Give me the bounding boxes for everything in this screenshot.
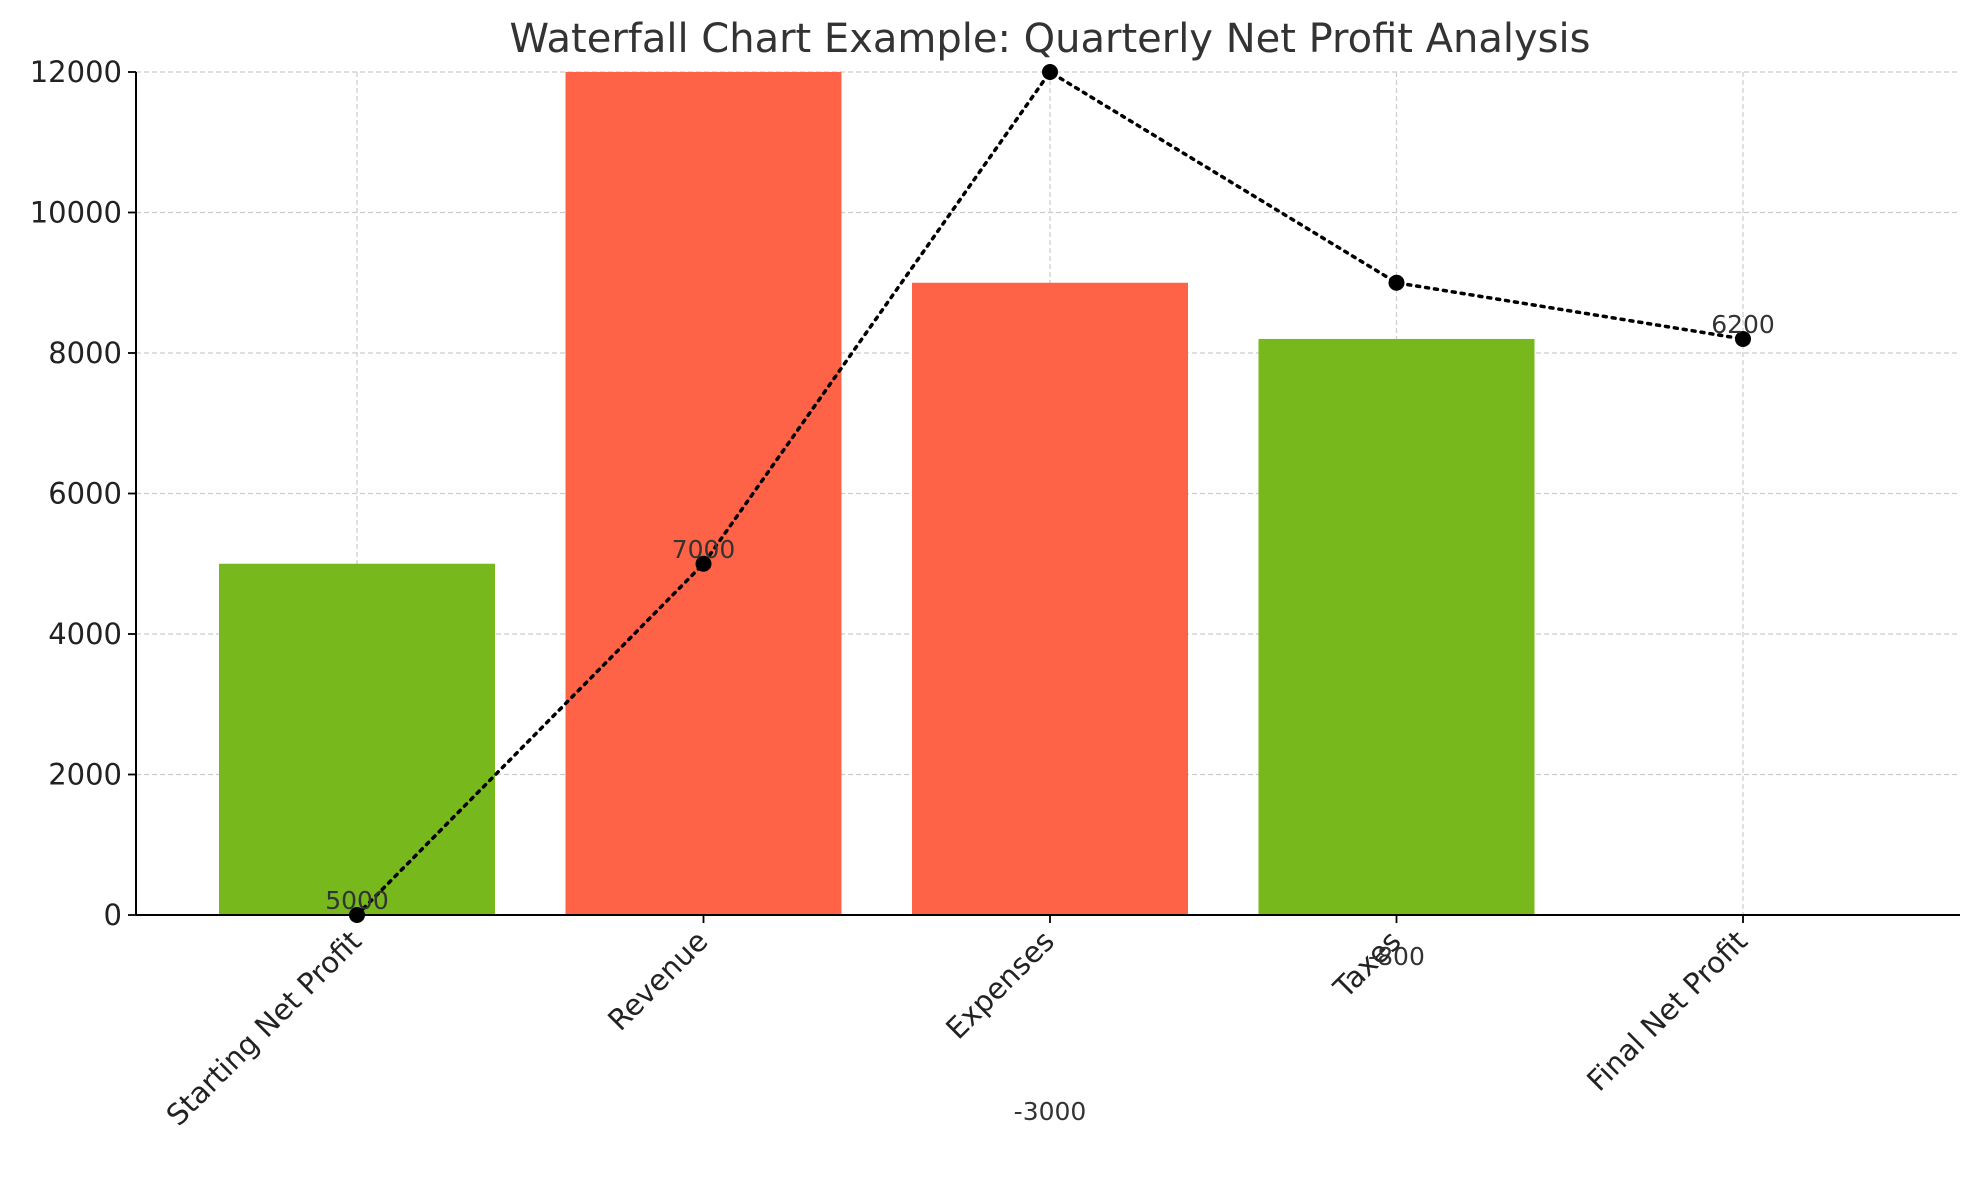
cumulative-point	[1042, 64, 1058, 80]
y-tick-label: 10000	[30, 196, 122, 230]
y-tick-label: 6000	[48, 477, 122, 511]
data-label: -800	[1368, 942, 1425, 971]
data-label: -3000	[1014, 1097, 1087, 1126]
bar-revenue	[565, 72, 842, 915]
cumulative-point	[695, 555, 712, 572]
cumulative-point	[1388, 274, 1405, 291]
cumulative-point	[1735, 330, 1751, 347]
y-tick-label: 8000	[48, 336, 122, 370]
y-tick-label: 0	[104, 898, 122, 932]
cumulative-line-layer	[349, 64, 1751, 923]
data-label: 6200	[1711, 310, 1775, 339]
bar-starting-net-profit	[219, 563, 495, 915]
label-layer: 5000 7000 -3000 -800 6200	[325, 310, 1775, 1126]
data-label: 5000	[325, 886, 389, 915]
y-tick-label: 2000	[48, 758, 122, 792]
y-tick-label: 4000	[48, 617, 122, 651]
cumulative-point	[349, 907, 365, 923]
data-label: 7000	[672, 535, 736, 564]
chart-title: Waterfall Chart Example: Quarterly Net P…	[510, 16, 1591, 62]
y-tick-label: 12000	[30, 55, 122, 89]
bar-expenses	[912, 282, 1188, 915]
bar-layer	[219, 72, 1535, 915]
bar-taxes	[1258, 338, 1535, 915]
